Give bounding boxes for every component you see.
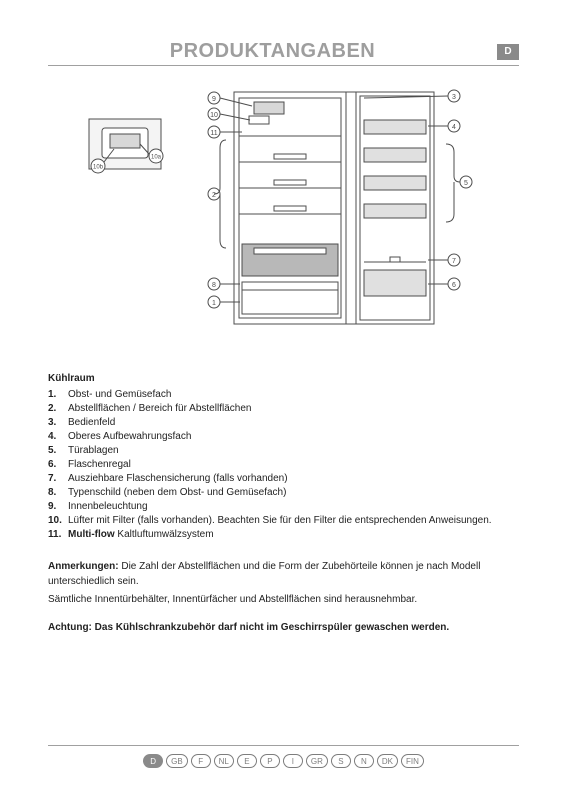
- callout-10: 10: [210, 112, 218, 119]
- callout-5: 5: [464, 180, 468, 187]
- callout-6: 6: [452, 282, 456, 289]
- list-item: 2.Abstellflächen / Bereich für Abstellfl…: [48, 402, 519, 416]
- lang-pill: FIN: [401, 754, 424, 768]
- lang-pill: E: [237, 754, 257, 768]
- notes-lead-bold: Anmerkungen:: [48, 561, 119, 572]
- list-item: 10.Lüfter mit Filter (falls vorhanden). …: [48, 514, 519, 528]
- lang-pill: P: [260, 754, 280, 768]
- lang-pill: I: [283, 754, 303, 768]
- lang-pill: S: [331, 754, 351, 768]
- page-title: PRODUKTANGABEN: [48, 40, 497, 63]
- list-item: 8.Typenschild (neben dem Obst- und Gemüs…: [48, 486, 519, 500]
- lang-pill: DK: [377, 754, 398, 768]
- list-item: 11.Multi-flow Kaltluftumwälzsystem: [48, 528, 519, 542]
- spec-list: 1.Obst- und Gemüsefach 2.Abstellflächen …: [48, 388, 519, 542]
- callout-8: 8: [212, 282, 216, 289]
- footer-langs: D GB F NL E P I GR S N DK FIN: [48, 745, 519, 768]
- header-bar: PRODUKTANGABEN D: [48, 40, 519, 66]
- lang-badge: D: [497, 44, 519, 60]
- lang-pill: D: [143, 754, 163, 768]
- callout-3: 3: [452, 94, 456, 101]
- lang-pill: GR: [306, 754, 328, 768]
- callout-9: 9: [212, 96, 216, 103]
- list-item: 4.Oberes Aufbewahrungsfach: [48, 430, 519, 444]
- list-item: 3.Bedienfeld: [48, 416, 519, 430]
- notes-line2: Sämtliche Innentürbehälter, Innentürfäch…: [48, 593, 519, 608]
- notes-block: Anmerkungen: Die Zahl der Abstellflächen…: [48, 560, 519, 608]
- callout-2: 2: [212, 192, 216, 199]
- lang-pill: GB: [166, 754, 188, 768]
- callout-1: 1: [212, 300, 216, 307]
- list-item: 9.Innenbeleuchtung: [48, 500, 519, 514]
- callout-11: 11: [210, 130, 217, 137]
- callout-10b: 10b: [92, 165, 103, 171]
- list-heading: Kühlraum: [48, 372, 519, 386]
- callout-4: 4: [452, 124, 456, 131]
- lang-pill: NL: [214, 754, 234, 768]
- list-item: 5.Türablagen: [48, 444, 519, 458]
- callout-7: 7: [452, 258, 456, 265]
- list-item: 6.Flaschenregal: [48, 458, 519, 472]
- lang-pill: F: [191, 754, 211, 768]
- warning-line: Achtung: Das Kühlschrankzubehör darf nic…: [48, 622, 519, 633]
- spec-list-section: Kühlraum 1.Obst- und Gemüsefach 2.Abstel…: [48, 372, 519, 542]
- list-item: 1.Obst- und Gemüsefach: [48, 388, 519, 402]
- product-diagram: 10b 10a: [48, 84, 519, 354]
- list-item: 7.Ausziehbare Flaschensicherung (falls v…: [48, 472, 519, 486]
- lang-pill: N: [354, 754, 374, 768]
- callout-10a: 10a: [150, 155, 161, 161]
